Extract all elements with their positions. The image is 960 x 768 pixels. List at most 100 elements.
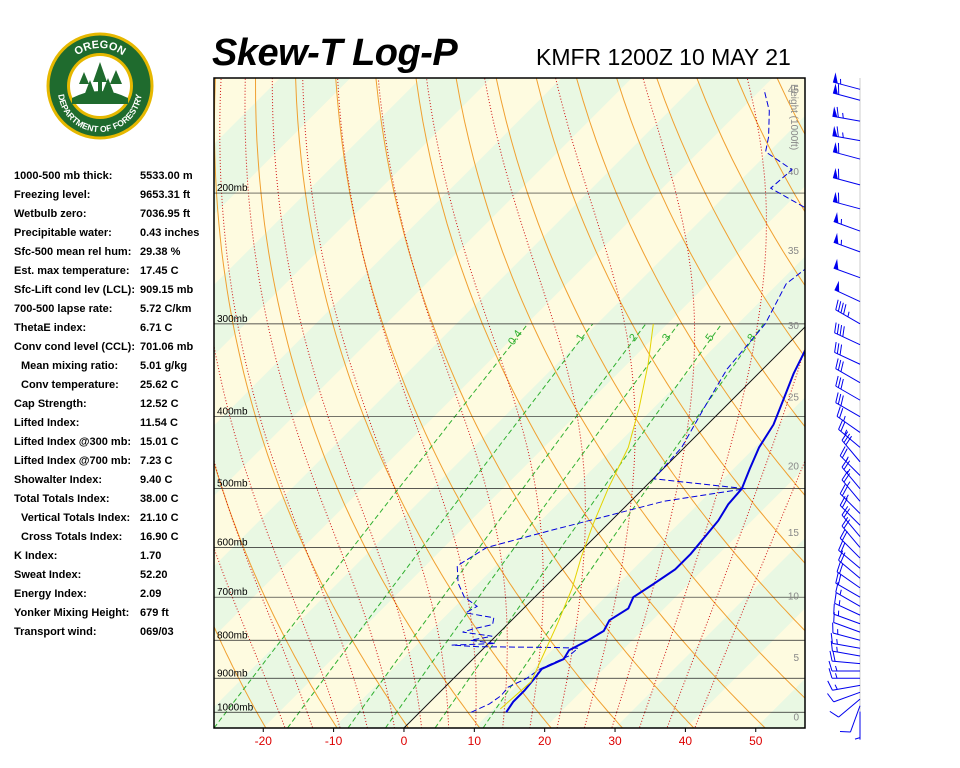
barb-shaft xyxy=(838,549,861,569)
wind-barb xyxy=(839,446,861,476)
barb-pennant xyxy=(832,142,838,154)
indices-panel: 1000-500 mb thick: 5533.00 m Freezing leve… xyxy=(14,170,210,645)
dry-adiabat xyxy=(938,78,960,728)
temperature-profile xyxy=(505,348,805,713)
barb-half-flag xyxy=(839,589,842,595)
mixing-ratio-line xyxy=(214,323,529,728)
dry-adiabat xyxy=(857,78,960,728)
dry-adiabat xyxy=(656,78,805,358)
moist-adiabat xyxy=(638,78,767,728)
barb-flag xyxy=(839,730,851,733)
barb-shaft xyxy=(832,115,861,122)
isotherm-band xyxy=(615,538,805,728)
barb-flag xyxy=(839,344,843,356)
barb-flag xyxy=(840,552,846,563)
barb-shaft xyxy=(834,351,861,365)
barb-shaft xyxy=(838,559,861,579)
barb-shaft xyxy=(849,705,861,733)
barb-flag xyxy=(838,550,844,561)
height-tick-label: 10 xyxy=(788,592,800,603)
index-label: Sfc-Lift cond lev (LCL): xyxy=(14,284,135,296)
index-value: 25.62 C xyxy=(140,379,179,391)
wind-barb xyxy=(833,603,861,625)
barb-flag xyxy=(838,540,844,551)
barb-shaft xyxy=(839,493,861,514)
index-value: 6.71 C xyxy=(140,322,173,334)
zero-isotherm xyxy=(403,326,805,728)
index-row: Total Totals Index: 38.00 C xyxy=(14,493,210,512)
pressure-label: 400mb xyxy=(217,407,248,418)
barb-shaft xyxy=(836,415,861,433)
pressure-label: 300mb xyxy=(217,314,248,325)
barb-shaft xyxy=(833,267,861,279)
wind-barb xyxy=(832,72,861,90)
pressure-label: 1000mb xyxy=(217,702,254,713)
index-row: Sweat Index: 52.20 xyxy=(14,569,210,588)
barb-shaft xyxy=(834,332,861,346)
index-row: Lifted Index @300 mb: 15.01 C xyxy=(14,436,210,455)
barb-flag xyxy=(837,301,842,312)
barb-flag xyxy=(835,392,839,403)
wind-barb xyxy=(833,258,861,279)
mixing-ratio-label: 1 xyxy=(574,332,587,344)
index-row: 1000-500 mb thick: 5533.00 m xyxy=(14,170,210,189)
barb-flag xyxy=(835,299,839,310)
wind-barb xyxy=(829,698,861,718)
index-value: 679 ft xyxy=(140,607,169,619)
barb-half-flag xyxy=(847,311,850,317)
barb-flag xyxy=(843,433,851,443)
barb-flag xyxy=(839,446,846,456)
barb-flag xyxy=(839,528,846,539)
index-label: Total Totals Index: xyxy=(14,493,110,505)
oregon-forestry-logo: OREGON DEPARTMENT OF FORESTRY xyxy=(46,32,154,140)
index-label: Vertical Totals Index: xyxy=(21,512,131,524)
wind-barb xyxy=(839,705,861,733)
index-row: Mean mixing ratio: 5.01 g/kg xyxy=(14,360,210,379)
mixing-ratio-label: 2 xyxy=(627,332,640,344)
barb-shaft xyxy=(832,81,861,90)
wind-barb xyxy=(835,392,861,418)
barb-shaft xyxy=(841,466,861,489)
index-value: 16.90 C xyxy=(140,531,179,543)
barb-pennant xyxy=(832,72,838,84)
moist-adiabat xyxy=(555,78,636,728)
barb-flag xyxy=(845,435,853,446)
barb-shaft xyxy=(832,201,861,210)
index-row: Cross Totals Index: 16.90 C xyxy=(14,531,210,550)
barb-flag xyxy=(834,322,837,333)
wind-barb xyxy=(836,406,861,433)
dry-adiabat xyxy=(335,78,623,728)
barb-pennant xyxy=(832,83,838,95)
wind-barb xyxy=(828,660,860,672)
x-tick-label: 20 xyxy=(538,734,552,748)
barb-flag xyxy=(841,517,849,527)
index-label: Lifted Index @300 mb: xyxy=(14,436,132,448)
barb-pennant xyxy=(833,212,839,224)
x-tick-label: -20 xyxy=(255,734,273,748)
wind-barb xyxy=(832,191,861,210)
wind-barb xyxy=(835,299,861,325)
barb-half-flag xyxy=(836,646,838,653)
dry-adiabat xyxy=(616,78,805,428)
barb-flag xyxy=(841,431,849,441)
index-value: 2.09 xyxy=(140,588,162,600)
barb-pennant xyxy=(832,167,838,179)
index-label: Precipitable water: xyxy=(14,227,112,239)
height-tick-label: 15 xyxy=(788,528,800,539)
barb-flag xyxy=(837,359,842,371)
moist-adiabat xyxy=(694,459,805,728)
index-label: Freezing level: xyxy=(14,189,91,201)
barb-shaft xyxy=(839,537,861,559)
svg-text:OREGON: OREGON xyxy=(72,39,127,58)
dry-adiabat xyxy=(415,78,766,728)
barb-flag xyxy=(839,324,843,336)
barb-flag xyxy=(830,640,833,652)
barb-shaft xyxy=(841,479,861,502)
barb-flag xyxy=(833,603,835,615)
barb-flag xyxy=(836,406,841,417)
wind-barb xyxy=(835,572,861,598)
wind-barb xyxy=(839,484,861,514)
index-value: 909.15 mb xyxy=(140,284,194,296)
barb-pennant xyxy=(832,106,838,118)
index-label: Cap Strength: xyxy=(14,398,87,410)
